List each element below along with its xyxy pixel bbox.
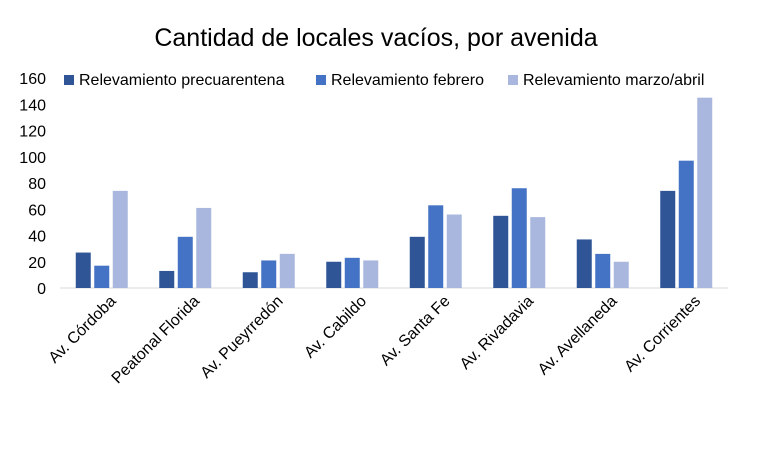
bar-2-2 [177,236,193,288]
bar-1-6 [493,215,509,288]
bar-2-1 [94,265,110,288]
x-category-label: Av. Pueyrredón [198,293,287,382]
bar-2-4 [344,257,360,288]
legend-swatch-3 [508,75,518,85]
legend-swatch-2 [316,75,326,85]
bar-3-6 [530,217,546,289]
bar-1-5 [409,236,425,288]
y-tick-label: 40 [28,229,46,246]
legend-label-2: Relevamiento febrero [331,72,484,89]
bar-1-3 [242,272,258,288]
x-category-label: Av. Cabildo [301,293,370,362]
bar-3-2 [196,207,212,288]
y-tick-label: 60 [28,202,46,219]
chart-title: Cantidad de locales vacíos, por avenida [154,24,597,52]
x-category-label: Av. Avellaneda [535,293,621,379]
bar-3-3 [279,253,295,289]
y-tick-label: 20 [28,255,46,272]
y-tick-label: 160 [19,71,46,88]
y-axis-ticks: 0 20 40 60 80 100 120 140 160 [19,71,46,298]
bar-3-8 [697,97,713,288]
bar-1-4 [326,261,342,288]
bar-1-7 [576,239,592,288]
bars-group [75,97,713,289]
x-category-label: Av. Rivadavia [457,293,537,373]
bar-3-1 [112,190,128,289]
bar-2-8 [678,160,694,288]
bar-2-6 [511,188,527,288]
y-tick-label: 0 [37,281,46,298]
x-category-label: Av. Córdoba [46,293,120,367]
y-tick-label: 140 [19,97,46,114]
x-category-label: Av. Corrientes [621,293,704,376]
x-category-label: Av. Santa Fe [377,293,453,369]
bar-2-3 [261,260,277,288]
legend-swatch-1 [64,75,74,85]
bar-3-5 [446,214,462,288]
bar-2-5 [428,205,444,288]
legend-label-3: Relevamiento marzo/abril [523,72,704,89]
bar-3-7 [613,261,629,288]
x-category-label: Peatonal Florida [109,293,203,387]
y-tick-label: 120 [19,124,46,141]
legend-label-1: Relevamiento precuarentena [79,72,285,89]
bar-1-1 [75,252,91,288]
bar-1-2 [159,270,175,288]
bar-1-8 [660,190,676,289]
legend: Relevamiento precuarentena Relevamiento f… [64,72,704,89]
y-tick-label: 80 [28,176,46,193]
bar-3-4 [363,260,379,288]
y-tick-label: 100 [19,150,46,167]
bar-2-7 [595,253,611,289]
